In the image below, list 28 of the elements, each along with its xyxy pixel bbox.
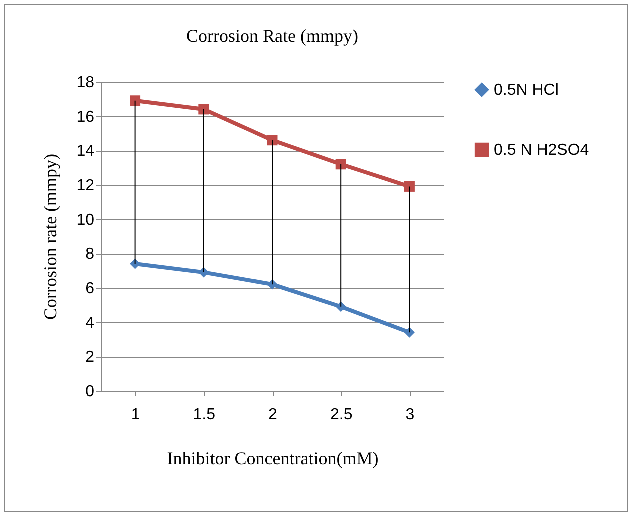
y-tick-label: 6 (86, 280, 95, 298)
point (336, 159, 346, 170)
x-tick-label: 1.5 (193, 406, 216, 424)
x-axis-title: Inhibitor Concentration(mM) (167, 448, 379, 468)
point (404, 181, 415, 192)
y-tick-label: 0 (86, 384, 95, 400)
chart-title: Corrosion Rate (mmpy) (186, 26, 358, 46)
y-tick-label: 10 (76, 212, 95, 229)
point (130, 96, 141, 106)
point (336, 302, 346, 312)
x-tick-label: 2.5 (330, 406, 353, 424)
y-tick-label: 14 (76, 143, 95, 160)
y-tick-label: 18 (76, 74, 95, 92)
y-tick-label: 4 (86, 314, 95, 332)
legend-label: 0.5 N H2SO4 (494, 142, 590, 159)
y-tick-label: 8 (86, 246, 95, 264)
y-tick-label: 12 (76, 178, 95, 194)
x-tick-label: 1 (131, 406, 140, 424)
point (404, 327, 415, 338)
point (198, 104, 210, 115)
point (198, 267, 210, 278)
y-tick-label: 2 (86, 349, 95, 366)
x-tick-label: 3 (406, 406, 415, 424)
legend-label: 0.5N HCl (494, 82, 559, 99)
point (267, 135, 278, 146)
x-tick-label: 2 (268, 406, 278, 424)
y-tick-label: 16 (76, 108, 95, 126)
y-axis-title: Corrosion rate (mmpy) (40, 154, 61, 320)
